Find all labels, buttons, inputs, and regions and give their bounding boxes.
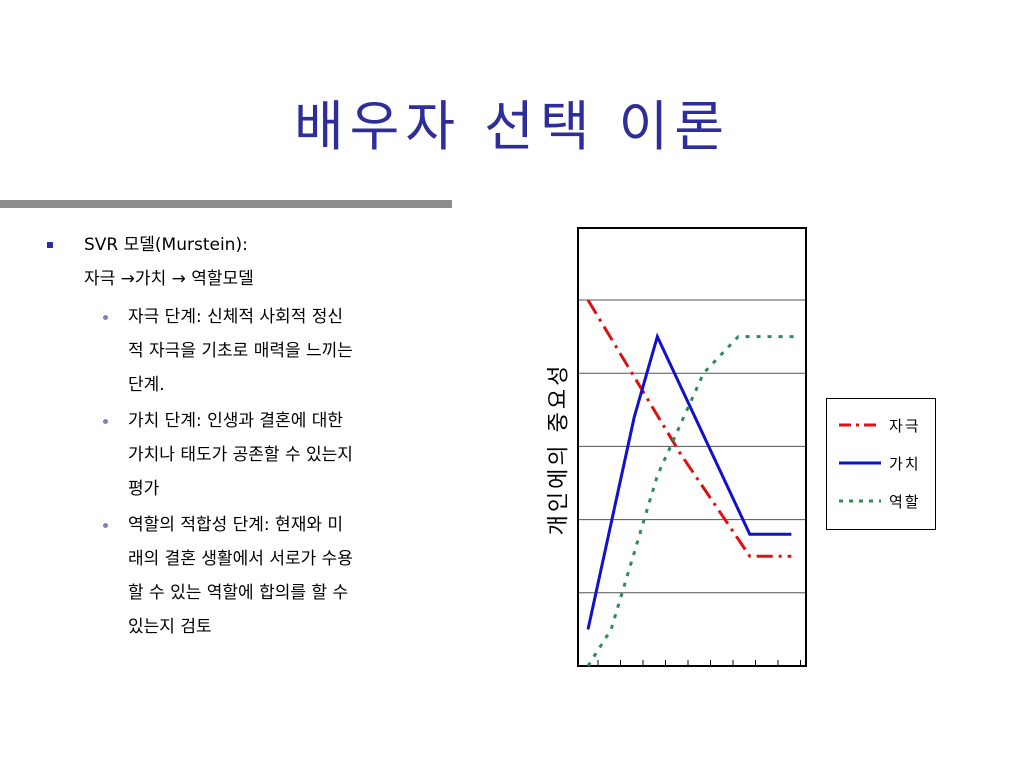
- legend-label: 역할: [889, 492, 921, 511]
- sub-bullet-line: 있는지 검토: [128, 617, 212, 637]
- main-bullet-text: SVR 모델(Murstein):: [84, 235, 248, 255]
- legend-label: 가치: [889, 454, 921, 473]
- legend-label: 자극: [889, 416, 921, 435]
- legend-swatch: [839, 461, 881, 465]
- svr-sequence: 자극 →가치 → 역할모델: [84, 269, 254, 289]
- series-line-역할: [586, 335, 796, 667]
- dot-bullet-icon: [103, 315, 108, 320]
- slide-title: 배우자 선택 이론: [293, 95, 731, 158]
- sub-bullet-line: 자극 단계: 신체적 사회적 정신: [128, 307, 344, 327]
- sub-bullet-line: 래의 결혼 생활에서 서로가 수용: [128, 549, 353, 569]
- legend-entry: 가치: [837, 453, 921, 473]
- sub-bullet-line: 적 자극을 기초로 매력을 느끼는: [128, 341, 353, 361]
- title-rule: [0, 200, 452, 208]
- sub-bullet-line: 단계.: [128, 375, 165, 395]
- dot-bullet-icon: [103, 419, 108, 424]
- y-axis-label-box: 개인에의 중요성: [534, 354, 578, 544]
- y-axis-label: 개인에의 중요성: [546, 362, 571, 536]
- plot-frame: [577, 227, 807, 667]
- sub-bullet-list: 자극 단계: 신체적 사회적 정신 적 자극을 기초로 매력을 느끼는 단계. 가치 …: [44, 300, 464, 644]
- sub-bullet-line: 평가: [128, 479, 160, 499]
- dot-bullet-icon: [103, 523, 108, 528]
- svr-line-chart: [577, 227, 807, 667]
- sub-bullet-line: 가치 단계: 인생과 결혼에 대한: [128, 411, 344, 431]
- content-area: SVR 모델(Murstein): 자극 →가치 → 역할모델 자극 단계: 신…: [44, 228, 464, 646]
- sub-bullet-line: 가치나 태도가 공존할 수 있는지: [128, 445, 353, 465]
- square-bullet-icon: [47, 242, 53, 248]
- sub-bullet-line: 할 수 있는 역할에 합의를 할 수: [128, 583, 349, 603]
- series-line-자극: [586, 299, 792, 558]
- legend-swatch: [839, 423, 881, 427]
- sub-bullet-line: 역할의 적합성 단계: 현재와 미: [128, 515, 344, 535]
- series-line-가치: [586, 332, 792, 630]
- main-bullet: SVR 모델(Murstein):: [44, 228, 464, 262]
- legend-entry: 역할: [837, 491, 921, 511]
- legend-entry: 자극: [837, 415, 921, 435]
- legend-swatch: [839, 499, 881, 503]
